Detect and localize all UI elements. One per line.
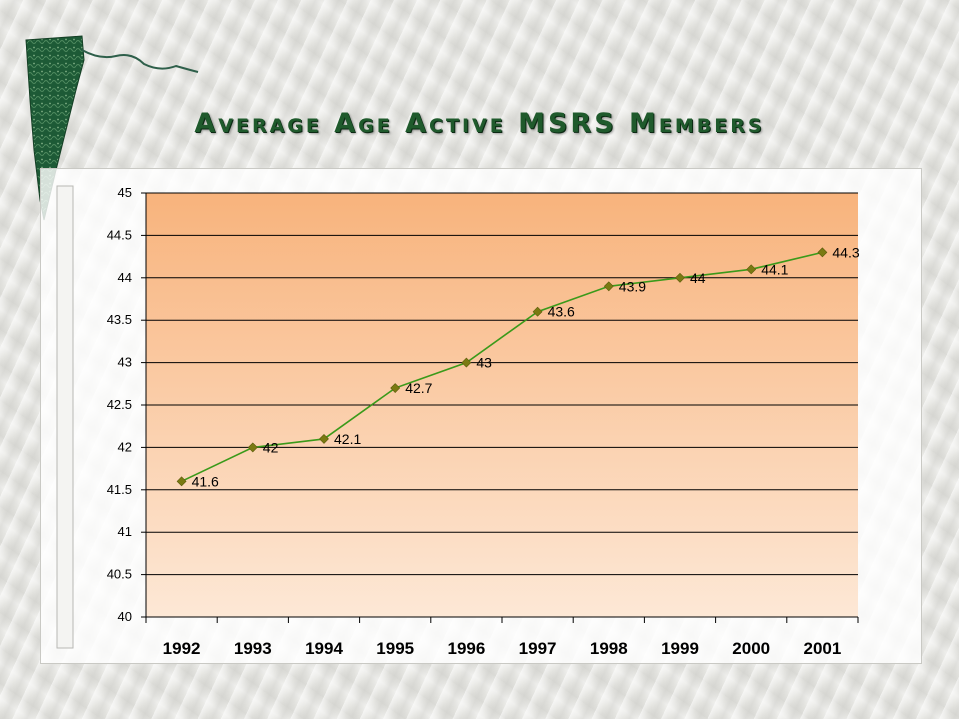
- data-label: 42: [263, 439, 279, 455]
- data-point: [247, 442, 258, 453]
- y-tick-label: 40.5: [107, 567, 132, 582]
- data-point: [532, 306, 543, 317]
- y-tick-label: 42: [118, 439, 132, 454]
- data-label: 43.9: [619, 278, 646, 294]
- y-tick-label: 43.5: [107, 312, 132, 327]
- y-tick-label: 41.5: [107, 482, 132, 497]
- x-tick-label: 1993: [234, 639, 272, 658]
- data-point: [675, 272, 685, 283]
- data-label: 42.7: [405, 380, 432, 396]
- data-point: [817, 247, 828, 258]
- data-label: 44.3: [832, 244, 859, 260]
- data-label: 42.1: [334, 431, 361, 447]
- data-label: 44.1: [761, 261, 788, 277]
- y-tick-label: 44.5: [107, 227, 132, 242]
- y-tick-label: 45: [118, 185, 132, 200]
- y-tick-label: 44: [118, 270, 132, 285]
- x-tick-label: 1996: [447, 639, 485, 658]
- data-point: [603, 281, 614, 292]
- data-point: [390, 383, 401, 393]
- y-tick-label: 43: [118, 355, 132, 370]
- data-point: [319, 433, 329, 444]
- data-point: [176, 476, 187, 487]
- x-tick-label: 2001: [803, 639, 841, 658]
- x-tick-label: 2000: [732, 639, 770, 658]
- y-tick-label: 40: [118, 609, 132, 624]
- data-label: 41.6: [192, 473, 219, 489]
- line-chart: 40 40.5 41 41.5 42 42.5 43 43.5 44 44.5 45 1992 1993…: [56, 185, 860, 658]
- y-tick-label: 42.5: [107, 397, 132, 412]
- x-tick-label: 1994: [305, 639, 343, 658]
- slide-title: Average Age Active MSRS Members: [194, 108, 765, 139]
- x-tick-label: 1998: [590, 639, 628, 658]
- x-tick-label: 1997: [519, 639, 557, 658]
- data-point: [746, 264, 757, 275]
- series-line: [181, 251, 823, 483]
- chart-side-panel: [56, 185, 74, 649]
- x-tick-label: 1999: [661, 639, 699, 658]
- data-point: [461, 357, 472, 368]
- data-label: 43.6: [548, 304, 575, 320]
- x-tick-label: 1992: [163, 639, 201, 658]
- data-label: 43: [476, 355, 492, 371]
- data-label: 44: [690, 270, 706, 286]
- y-tick-label: 41: [118, 524, 132, 539]
- x-tick-label: 1995: [376, 639, 414, 658]
